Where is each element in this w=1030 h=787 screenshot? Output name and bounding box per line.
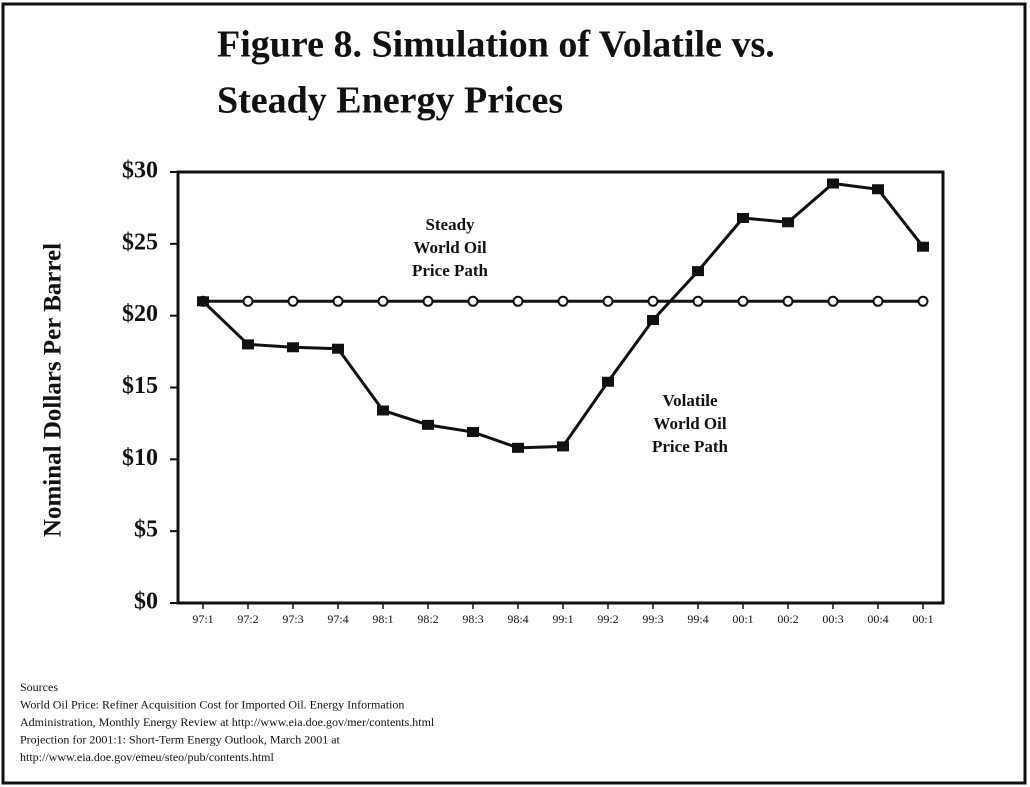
marker <box>377 405 389 416</box>
marker <box>917 295 929 307</box>
marker <box>827 178 839 189</box>
series-label: Price Path <box>412 261 489 280</box>
x-tick-label: 00:1 <box>912 612 933 626</box>
marker <box>827 295 839 307</box>
x-tick-label: 98:3 <box>462 612 483 626</box>
x-tick-label: 99:3 <box>642 612 663 626</box>
x-tick-label: 00:1 <box>732 612 753 626</box>
marker <box>692 295 704 307</box>
x-tick-label: 97:1 <box>192 612 213 626</box>
plot-frame <box>176 170 945 605</box>
series-line <box>201 181 925 450</box>
source-note: http://www.eia.doe.gov/emeu/steo/pub/con… <box>20 750 275 764</box>
marker <box>377 295 389 307</box>
series-label: Volatile <box>662 391 718 410</box>
marker <box>647 295 659 307</box>
x-tick-label: 97:4 <box>327 612 348 626</box>
marker <box>512 442 524 453</box>
marker <box>197 296 209 307</box>
marker <box>467 427 479 438</box>
x-tick-label: 97:3 <box>282 612 303 626</box>
marker <box>332 295 344 307</box>
x-tick-label: 00:2 <box>777 612 798 626</box>
x-tick-label: 98:1 <box>372 612 393 626</box>
chart-title: Figure 8. Simulation of Volatile vs. <box>217 24 775 66</box>
marker <box>737 295 749 307</box>
marker <box>557 295 569 307</box>
series-label: World Oil <box>413 238 486 257</box>
y-tick-label: $0 <box>134 589 158 615</box>
marker <box>422 419 434 430</box>
marker <box>332 343 344 354</box>
marker <box>917 241 929 252</box>
y-tick-label: $5 <box>134 517 158 543</box>
marker <box>872 184 884 195</box>
y-axis-label: Nominal Dollars Per Barrel <box>40 243 67 537</box>
source-note: Projection for 2001:1: Short-Term Energy… <box>20 732 341 746</box>
marker <box>602 295 614 307</box>
series-label: World Oil <box>653 414 726 433</box>
marker <box>287 295 299 307</box>
x-tick-label: 99:4 <box>687 612 708 626</box>
marker <box>422 295 434 307</box>
series-label: Steady <box>425 215 475 234</box>
source-note: World Oil Price: Refiner Acquisition Cos… <box>20 697 404 711</box>
marker <box>692 266 704 277</box>
marker <box>512 295 524 307</box>
y-tick-label: $30 <box>122 158 158 184</box>
marker <box>557 441 569 452</box>
y-tick-label: $20 <box>122 301 158 327</box>
x-tick-label: 99:2 <box>597 612 618 626</box>
marker <box>242 295 254 307</box>
y-tick-label: $10 <box>122 445 158 471</box>
source-note: Administration, Monthly Energy Review at… <box>20 715 435 729</box>
x-tick-label: 00:3 <box>822 612 843 626</box>
source-note: Sources <box>20 680 58 694</box>
marker <box>782 295 794 307</box>
marker <box>287 342 299 353</box>
x-tick-label: 98:4 <box>507 612 528 626</box>
x-tick-label: 98:2 <box>417 612 438 626</box>
series-label: Price Path <box>652 437 729 456</box>
x-tick-label: 00:4 <box>867 612 888 626</box>
marker <box>602 376 614 387</box>
marker <box>647 314 659 325</box>
marker <box>242 339 254 350</box>
chart-title: Steady Energy Prices <box>217 80 563 122</box>
y-tick-label: $15 <box>122 373 158 399</box>
y-tick-label: $25 <box>122 229 158 255</box>
marker <box>737 212 749 223</box>
marker <box>467 295 479 307</box>
marker <box>782 217 794 228</box>
marker <box>872 295 884 307</box>
x-tick-label: 99:1 <box>552 612 573 626</box>
x-tick-label: 97:2 <box>237 612 258 626</box>
